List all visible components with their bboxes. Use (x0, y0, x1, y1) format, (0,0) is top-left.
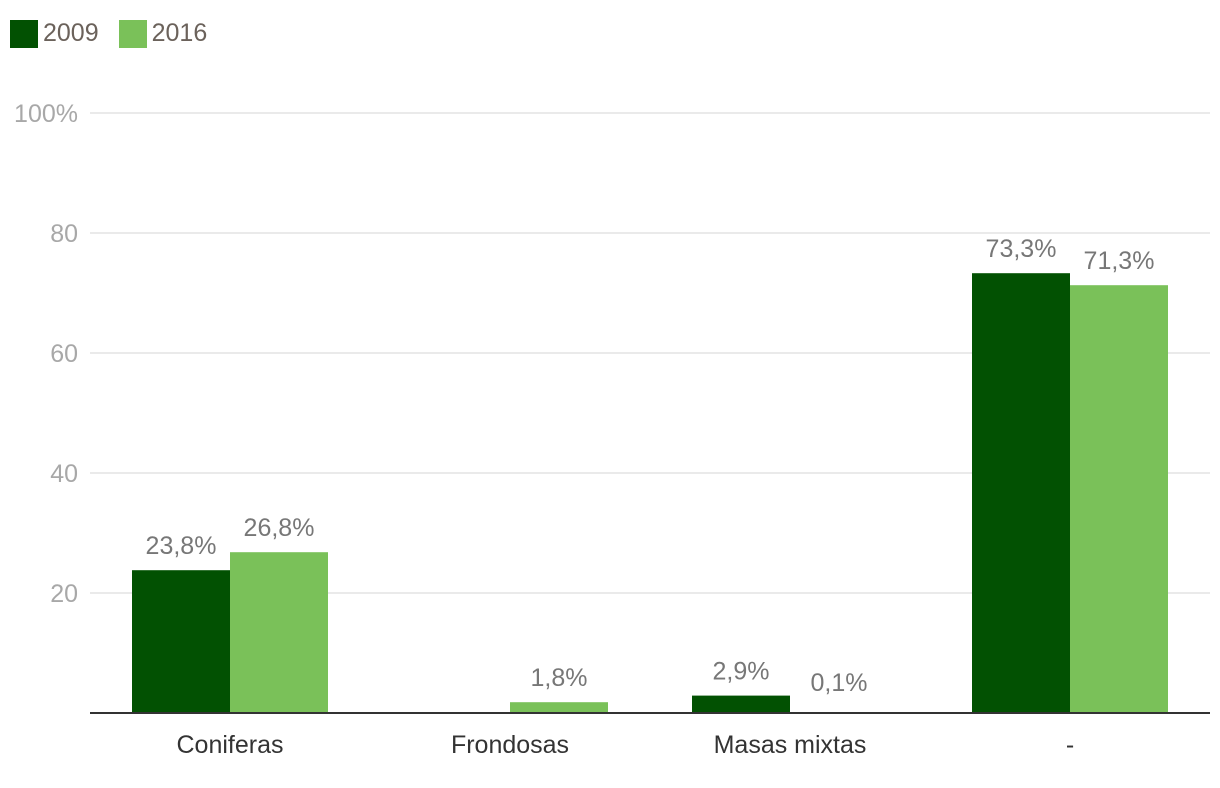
bar-2009 (972, 273, 1070, 713)
y-tick-label: 40 (50, 460, 78, 488)
data-label: 2,9% (713, 658, 770, 686)
data-label: 1,8% (531, 664, 588, 692)
x-category-label: - (1066, 731, 1074, 759)
legend-swatch-2016 (118, 19, 147, 48)
bar-2016 (1070, 285, 1168, 713)
legend-item-2016[interactable]: 2016 (118, 19, 208, 48)
y-tick-label: 20 (50, 580, 78, 608)
legend-item-2009[interactable]: 2009 (10, 19, 99, 48)
data-label: 71,3% (1084, 247, 1155, 275)
data-label: 0,1% (811, 669, 868, 697)
bar-2016 (510, 702, 608, 713)
y-tick-label: 80 (50, 220, 78, 248)
legend-label-2009: 2009 (43, 19, 99, 47)
data-label: 26,8% (244, 514, 315, 542)
y-tick-label: 100% (14, 100, 78, 128)
bar-2016 (230, 552, 328, 713)
data-label: 73,3% (986, 235, 1057, 263)
bar-2009 (132, 570, 230, 713)
x-category-label: Frondosas (451, 731, 569, 759)
x-category-label: Coniferas (177, 731, 284, 759)
x-category-label: Masas mixtas (714, 731, 867, 759)
data-label: 23,8% (146, 532, 217, 560)
bar-2009 (692, 695, 790, 713)
y-tick-label: 60 (50, 340, 78, 368)
legend-label-2016: 2016 (151, 19, 208, 47)
legend-swatch-2009 (10, 19, 38, 48)
legend: 2009 2016 (10, 19, 227, 48)
